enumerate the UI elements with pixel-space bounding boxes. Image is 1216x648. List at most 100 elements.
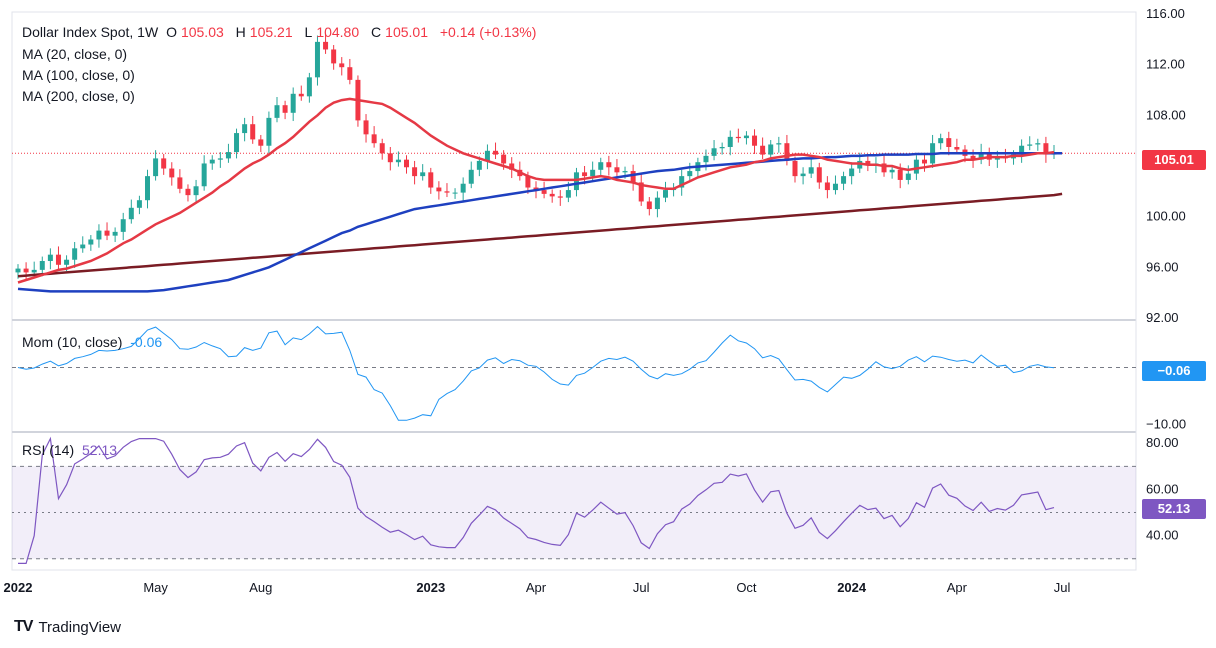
candle-body — [225, 152, 231, 159]
candle-body — [816, 167, 822, 183]
candle-body — [290, 93, 296, 113]
price-tick-label: 100.00 — [1146, 209, 1186, 224]
time-tick-label: Jul — [1054, 580, 1071, 595]
candle-body — [881, 163, 887, 173]
candle-body — [679, 176, 685, 188]
candle-body — [897, 169, 903, 180]
mom-legend[interactable]: Mom (10, close) -0.06 — [22, 334, 163, 350]
candle-body — [549, 193, 555, 197]
candle-body — [120, 219, 126, 232]
candle-body — [622, 171, 628, 173]
tradingview-brand[interactable]: TV TradingView — [14, 618, 121, 636]
candle-body — [112, 231, 118, 236]
candle-body — [266, 117, 272, 146]
time-tick-label: 2024 — [837, 580, 867, 595]
candle-body — [347, 67, 353, 80]
candle-body — [217, 158, 223, 160]
candle-body — [404, 159, 409, 168]
candle-body — [938, 138, 944, 144]
candle-body — [39, 261, 45, 270]
ma20-legend[interactable]: MA (20, close, 0) — [22, 46, 128, 62]
candle-body — [177, 177, 183, 189]
candle-body — [687, 171, 693, 177]
candle-body — [776, 143, 782, 145]
time-tick-label: Apr — [947, 580, 968, 595]
tradingview-logo-icon: TV — [14, 618, 33, 635]
candle-body — [371, 134, 377, 144]
time-tick-label: May — [143, 580, 168, 595]
candle-body — [201, 163, 207, 187]
candle-body — [460, 183, 466, 193]
candle-body — [23, 268, 29, 273]
candle-body — [306, 77, 312, 97]
ma100-legend[interactable]: MA (100, close, 0) — [22, 67, 135, 83]
high-value: 105.21 — [249, 24, 293, 40]
ma200-legend[interactable]: MA (200, close, 0) — [22, 88, 135, 104]
candle-body — [841, 176, 847, 184]
time-tick-label: Oct — [736, 580, 757, 595]
candle-body — [193, 186, 199, 196]
candle-body — [250, 124, 256, 140]
candle-body — [282, 105, 288, 113]
last-price-tag: 105.01 — [1142, 150, 1206, 170]
rsi-tick-label: 60.00 — [1146, 481, 1179, 496]
candle-body — [484, 150, 490, 161]
rsi-tick-label: 40.00 — [1146, 528, 1179, 543]
mom-tick-label: −10.00 — [1146, 416, 1186, 431]
candle-body — [80, 244, 86, 249]
candle-body — [719, 147, 725, 149]
candle-body — [638, 182, 644, 202]
close-value: 105.01 — [385, 24, 428, 40]
candle-body — [832, 183, 838, 191]
rsi-tick-label: 80.00 — [1146, 435, 1179, 450]
time-tick-label: 2023 — [416, 580, 445, 595]
mom-value: -0.06 — [130, 334, 163, 350]
candle-body — [428, 172, 434, 188]
candle-body — [646, 201, 652, 210]
candle-body — [387, 153, 393, 163]
candle-body — [96, 230, 102, 240]
candle-body — [1035, 143, 1041, 145]
candle-body — [590, 169, 596, 177]
candle-body — [314, 41, 320, 78]
candle-body — [31, 269, 37, 273]
candle-body — [994, 157, 1000, 160]
candle-body — [865, 160, 871, 165]
candle-body — [88, 239, 94, 245]
price-tick-label: 108.00 — [1146, 107, 1186, 122]
candle-body — [242, 124, 248, 134]
candle-body — [412, 167, 418, 177]
candle-body — [209, 159, 215, 164]
mom-tag: −0.06 — [1142, 361, 1206, 381]
candle-body — [614, 167, 620, 173]
price-tick-label: 116.00 — [1146, 6, 1185, 21]
change-value: +0.14 (+0.13%) — [439, 24, 537, 40]
candle-body — [565, 190, 571, 198]
candle-body — [501, 154, 507, 164]
candle-body — [557, 196, 563, 198]
ma200-line — [17, 192, 1063, 278]
rsi-legend[interactable]: RSI (14) 52.13 — [22, 442, 118, 458]
price-tick-label: 112.00 — [1146, 57, 1185, 72]
candle-body — [452, 192, 458, 194]
candle-body — [420, 172, 426, 177]
candle-body — [784, 143, 790, 161]
candle-body — [735, 136, 741, 139]
candle-body — [55, 254, 61, 265]
candle-body — [760, 145, 766, 155]
time-tick-label: Jul — [633, 580, 650, 595]
candle-body — [444, 191, 450, 193]
candle-body — [525, 176, 531, 188]
candle-body — [185, 188, 191, 196]
open-value: 105.03 — [180, 24, 224, 40]
mom-line — [17, 325, 1055, 421]
candle-body — [363, 120, 369, 135]
candle-body — [379, 143, 385, 154]
candle-body — [509, 163, 515, 170]
candle-body — [72, 248, 78, 260]
candle-body — [541, 190, 547, 194]
candle-body — [743, 135, 749, 139]
candle-body — [331, 49, 337, 64]
candle-body — [468, 169, 474, 184]
candle-body — [145, 176, 150, 201]
